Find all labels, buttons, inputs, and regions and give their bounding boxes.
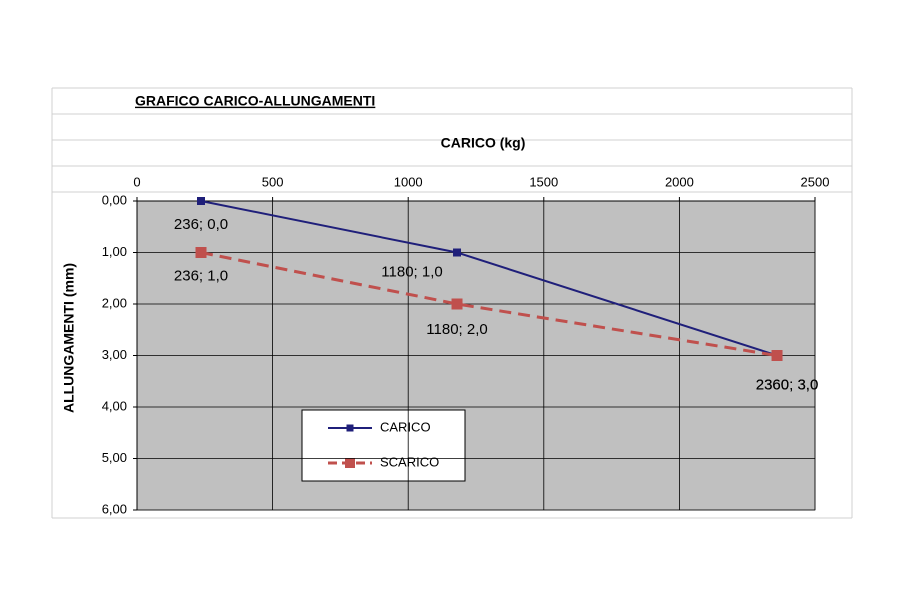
spreadsheet-grid [51,87,853,519]
data-point [197,197,206,205]
data-point [195,247,207,258]
y-tick-label: 1,00 [102,244,127,259]
y-tick-label: 6,00 [102,501,127,516]
y-tick-label: 4,00 [102,398,127,413]
y-tick-label: 3,00 [102,347,127,362]
series-line [200,251,778,357]
data-label: 2360; 3,0 [756,376,819,393]
y-axis-label: ALLUNGAMENTI (mm) [61,263,77,413]
x-tick-label: 2000 [665,174,694,189]
x-tick-label: 1000 [394,174,423,189]
x-tick-label: 2500 [801,174,830,189]
legend-marker [346,424,354,432]
y-tick-label: 2,00 [102,295,127,310]
legend-box [301,409,466,482]
data-point [453,248,462,257]
x-tick-label: 0 [133,174,140,189]
data-label: 1180; 1,0 [381,263,442,280]
y-tick-label: 0,00 [102,192,127,207]
data-point [771,350,783,361]
data-label: 236; 1,0 [174,267,228,284]
chart-title: GRAFICO CARICO-ALLUNGAMENTI [135,93,375,109]
data-label: 1180; 2,0 [426,321,487,338]
x-tick-label: 1500 [529,174,558,189]
legend: CARICO SCARICO [301,409,466,482]
legend-label: CARICO [380,419,431,434]
y-tick-label: 5,00 [102,450,127,465]
legend-label: SCARICO [380,454,439,469]
x-axis-label: CARICO (kg) [441,135,526,151]
x-tick-label: 500 [262,174,284,189]
data-point [451,298,463,310]
data-label: 236; 0,0 [174,216,228,233]
data-label: 2360; 3,0 [756,376,819,393]
legend-marker [345,458,355,468]
